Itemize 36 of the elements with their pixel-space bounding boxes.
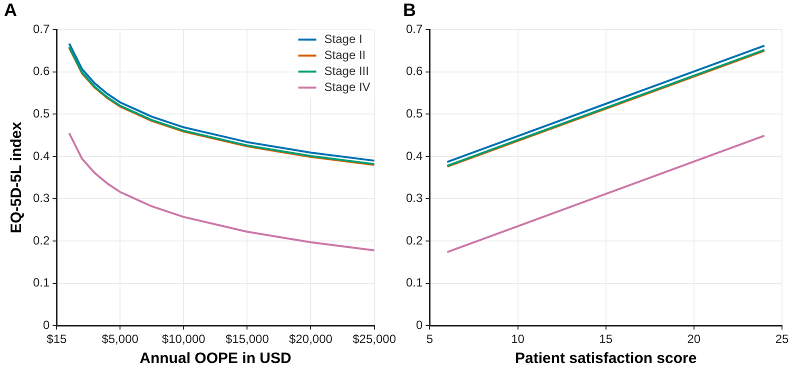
y-tick-label: 0.4 — [32, 148, 50, 163]
x-tick-label: $10,000 — [162, 332, 206, 346]
y-tick-label: 0 — [42, 318, 50, 332]
x-tick-label: 10 — [511, 332, 525, 346]
x-tick-label: $15 — [46, 332, 68, 346]
y-tick-label: 0.1 — [406, 276, 423, 290]
y-tick-label: 0.5 — [32, 106, 50, 120]
y-axis-title: EQ-5D-5L index — [8, 121, 26, 234]
y-tick-label: 0.6 — [32, 64, 50, 78]
x-axis-title: Patient satisfaction score — [514, 350, 697, 368]
y-tick-label: 0.7 — [406, 22, 423, 36]
y-tick-label: 0.4 — [406, 148, 423, 163]
x-tick-label: 5 — [426, 332, 434, 346]
legend-label: Stage III — [324, 64, 369, 78]
y-tick-label: 0 — [416, 318, 423, 332]
x-tick-label: $15,000 — [225, 332, 270, 346]
x-tick-label: 25 — [775, 332, 789, 346]
y-tick-label: 0.2 — [406, 233, 423, 248]
y-tick-label: 0.5 — [406, 106, 423, 120]
x-tick-label: 20 — [687, 332, 701, 346]
y-tick-label: 0.1 — [32, 276, 50, 290]
y-tick-label: 0.2 — [32, 233, 50, 248]
y-tick-label: 0.6 — [406, 64, 423, 78]
x-axis-title: Annual OOPE in USD — [140, 350, 292, 368]
chart-title: B — [403, 0, 416, 20]
y-tick-label: 0.7 — [32, 22, 50, 36]
x-tick-label: $20,000 — [289, 332, 333, 346]
legend-label: Stage II — [324, 48, 366, 62]
y-tick-label: 0.3 — [32, 191, 50, 206]
legend-label: Stage IV — [324, 80, 370, 94]
chart-title: A — [4, 0, 17, 20]
x-tick-label: 15 — [599, 332, 613, 346]
y-tick-label: 0.3 — [406, 191, 423, 206]
x-tick-label: $25,000 — [352, 332, 396, 346]
legend-label: Stage I — [324, 32, 362, 46]
x-tick-label: $5,000 — [102, 332, 139, 346]
